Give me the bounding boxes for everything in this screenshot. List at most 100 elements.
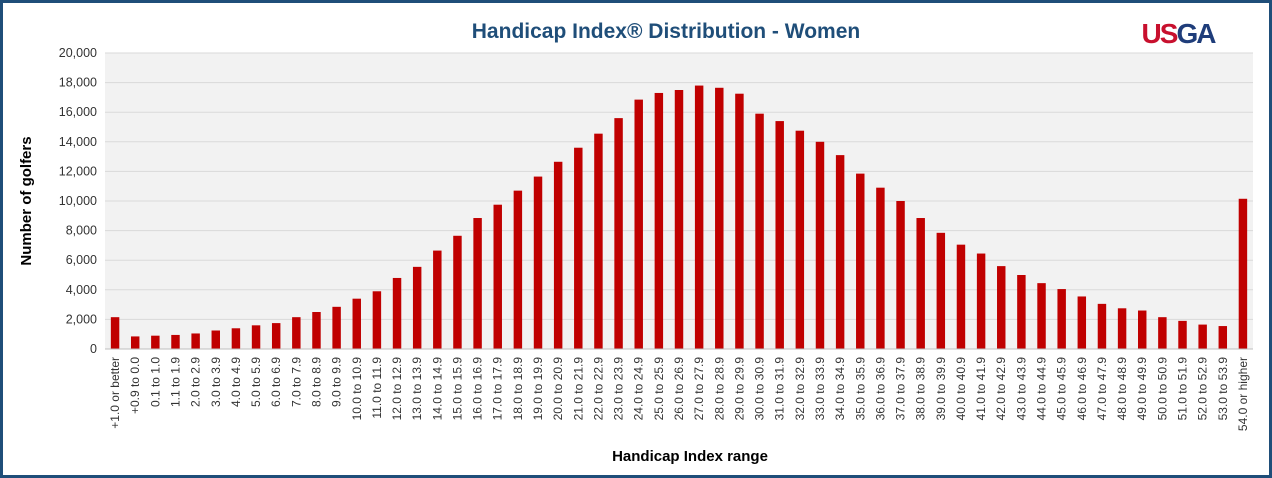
- bar: [493, 204, 502, 349]
- bar: [372, 291, 382, 349]
- bar: [151, 335, 160, 349]
- bar: [412, 266, 422, 349]
- x-tick-label: 5.0 to 5.9: [249, 357, 263, 407]
- x-tick-label: 13.0 to 13.9: [410, 357, 424, 421]
- bar: [1238, 198, 1248, 349]
- x-tick-label: 6.0 to 6.9: [269, 357, 283, 407]
- bar: [997, 266, 1006, 349]
- x-tick-label: 34.0 to 34.9: [833, 357, 847, 421]
- bar: [795, 130, 805, 349]
- x-tick-label: 10.0 to 10.9: [350, 357, 364, 421]
- bar: [1117, 308, 1127, 349]
- bar: [856, 173, 865, 349]
- x-tick-label: 51.0 to 51.9: [1176, 357, 1190, 421]
- x-tick-label: 45.0 to 45.9: [1055, 357, 1069, 421]
- bar: [1037, 283, 1046, 349]
- x-tick-label: 25.0 to 25.9: [652, 357, 666, 421]
- bar: [1158, 317, 1167, 349]
- x-tick-label: 40.0 to 40.9: [954, 357, 968, 421]
- x-tick-label: 8.0 to 8.9: [309, 357, 323, 407]
- bar: [1198, 324, 1207, 349]
- x-tick-label: +1.0 or better: [108, 357, 122, 429]
- bar: [553, 161, 563, 349]
- x-tick-label: 2.0 to 2.9: [189, 357, 203, 407]
- x-tick-label: 39.0 to 39.9: [934, 357, 948, 421]
- y-tick-label: 18,000: [59, 76, 97, 90]
- x-tick-label: 35.0 to 35.9: [853, 357, 867, 421]
- x-tick-label: 3.0 to 3.9: [209, 357, 223, 407]
- x-tick-label: 9.0 to 9.9: [330, 357, 344, 407]
- bar: [956, 244, 966, 349]
- bar: [231, 328, 241, 349]
- bar: [130, 336, 140, 349]
- x-tick-label: 23.0 to 23.9: [612, 357, 626, 421]
- x-tick-label: 14.0 to 14.9: [430, 357, 444, 421]
- bar: [876, 187, 885, 349]
- bar: [533, 176, 543, 349]
- x-tick-label: 15.0 to 15.9: [450, 357, 464, 421]
- bar: [292, 317, 301, 349]
- bar: [936, 232, 946, 349]
- x-tick-label: 22.0 to 22.9: [591, 357, 605, 421]
- bar: [1097, 303, 1107, 349]
- bar: [735, 93, 744, 349]
- bar: [513, 190, 523, 349]
- bar: [332, 306, 341, 349]
- x-tick-label: 20.0 to 20.9: [551, 357, 565, 421]
- x-tick-label: 1.1 to 1.9: [168, 357, 182, 407]
- bar: [433, 250, 442, 349]
- chart: 0 2,000 4,000 6,000 8,000 10,000 12,000 14,000 1…: [18, 18, 1253, 465]
- bar: [1178, 320, 1187, 349]
- y-tick-label: 0: [90, 342, 97, 356]
- x-tick-label: 17.0 to 17.9: [491, 357, 505, 421]
- bar: [1057, 289, 1066, 349]
- bars: [110, 85, 1248, 350]
- bar: [976, 253, 986, 349]
- y-tick-label: 2,000: [66, 312, 97, 326]
- x-tick-label: 32.0 to 32.9: [793, 357, 807, 421]
- x-tick-label: 19.0 to 19.9: [531, 357, 545, 421]
- bar: [715, 87, 724, 349]
- bar: [473, 218, 482, 349]
- x-tick-label: 48.0 to 48.9: [1115, 357, 1129, 421]
- chart-title: Handicap Index® Distribution - Women: [472, 20, 860, 43]
- x-tick-label: 7.0 to 7.9: [289, 357, 303, 407]
- x-tick-label: 33.0 to 33.9: [813, 357, 827, 421]
- bar: [694, 85, 704, 349]
- x-tick-label: 28.0 to 28.9: [712, 357, 726, 421]
- x-tick-label: 44.0 to 44.9: [1035, 357, 1049, 421]
- bar: [171, 334, 180, 349]
- x-tick-label: 37.0 to 37.9: [894, 357, 908, 421]
- x-tick-label: 21.0 to 21.9: [571, 357, 585, 421]
- y-tick-label: 4,000: [66, 283, 97, 297]
- y-tick-label: 16,000: [59, 105, 97, 119]
- bar: [251, 325, 261, 349]
- x-tick-label: 36.0 to 36.9: [873, 357, 887, 421]
- bar: [392, 277, 402, 349]
- x-tick-label: 0.1 to 1.0: [148, 357, 162, 407]
- x-tick-label: 30.0 to 30.9: [753, 357, 767, 421]
- bar: [453, 235, 462, 349]
- x-tick-label: +0.9 to 0.0: [128, 357, 142, 414]
- y-tick-label: 20,000: [59, 46, 97, 60]
- x-tick-label: 16.0 to 16.9: [471, 357, 485, 421]
- bar: [110, 317, 120, 349]
- y-tick-label: 12,000: [59, 164, 97, 178]
- bar: [1218, 326, 1228, 349]
- y-tick-label: 8,000: [66, 224, 97, 238]
- y-tick-label: 6,000: [66, 253, 97, 267]
- x-tick-label: 4.0 to 4.9: [229, 357, 243, 407]
- x-tick-label: 29.0 to 29.9: [732, 357, 746, 421]
- x-tick-label: 38.0 to 38.9: [914, 357, 928, 421]
- x-tick-label: 52.0 to 52.9: [1196, 357, 1210, 421]
- x-tick-label: 49.0 to 49.9: [1135, 357, 1149, 421]
- bar: [815, 141, 825, 349]
- svg-text:USGA: USGA: [1142, 18, 1217, 49]
- x-tick-label: 41.0 to 41.9: [974, 357, 988, 421]
- bar: [674, 90, 684, 349]
- y-tick-label: 10,000: [59, 194, 97, 208]
- y-axis-label: Number of golfers: [18, 136, 35, 265]
- bar: [775, 121, 784, 349]
- bar: [634, 99, 643, 350]
